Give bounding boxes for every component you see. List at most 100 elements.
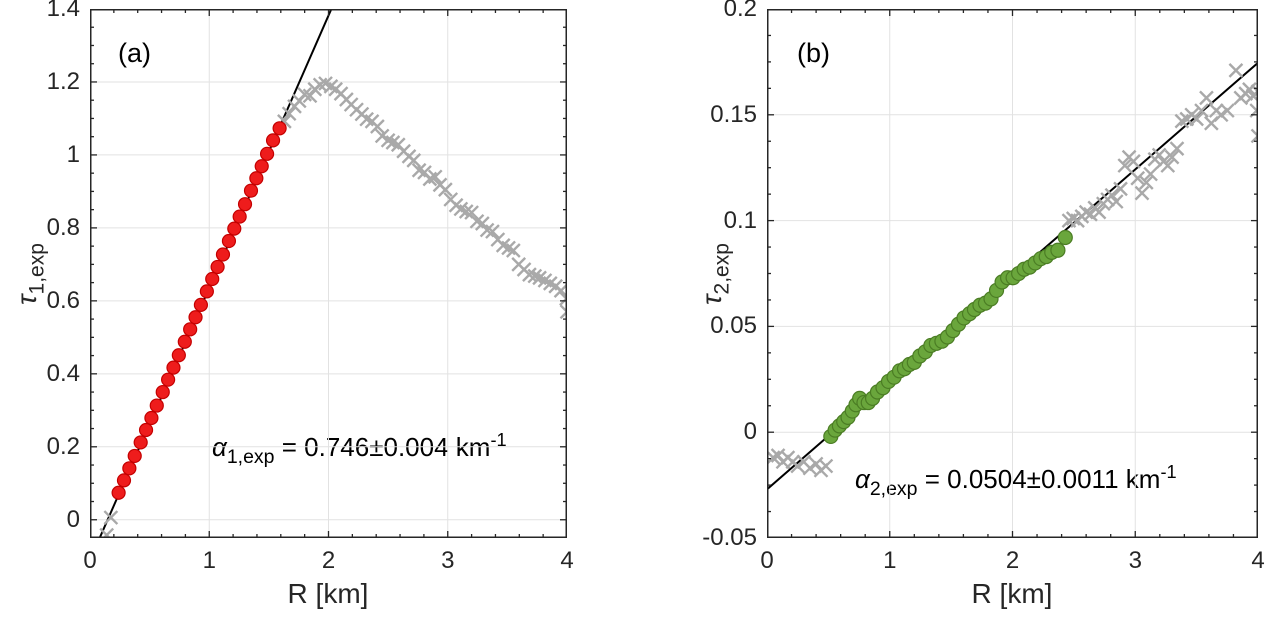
excluded-point-marker bbox=[553, 283, 567, 298]
excluded-point-marker bbox=[474, 216, 490, 231]
excluded-point-marker bbox=[1126, 154, 1141, 169]
excluded-point-marker bbox=[522, 267, 537, 282]
fit-point-marker bbox=[215, 247, 231, 262]
excluded-point-marker bbox=[1160, 158, 1176, 173]
x-tick-label: 4 bbox=[560, 547, 574, 574]
excluded-point-marker bbox=[103, 510, 119, 525]
y-tick-label: 0.2 bbox=[46, 432, 80, 460]
fit-point-marker bbox=[259, 146, 275, 161]
alpha-subscript: 2,exp bbox=[869, 477, 918, 500]
x-tick-label: 3 bbox=[441, 547, 455, 574]
tau-symbol: τ bbox=[696, 294, 727, 305]
excluded-point-marker bbox=[1213, 107, 1229, 123]
excluded-point-marker bbox=[1151, 147, 1167, 163]
panel-a-yaxis-label: τ1,exp bbox=[9, 184, 48, 364]
excluded-point-marker bbox=[1108, 194, 1124, 209]
excluded-point-marker bbox=[370, 119, 385, 134]
fit-point-marker bbox=[210, 259, 225, 275]
excluded-point-marker bbox=[559, 304, 567, 320]
excluded-point-marker bbox=[790, 458, 806, 474]
tau-subscript: 2,exp bbox=[710, 243, 734, 295]
alpha-value: = 0.0504±0.0011 km bbox=[917, 464, 1161, 494]
excluded-point-marker bbox=[1091, 204, 1107, 220]
fit-point-marker bbox=[122, 461, 137, 476]
excluded-point-marker bbox=[406, 153, 422, 168]
panel-b-xaxis-label: R [km] bbox=[971, 578, 1053, 609]
excluded-point-marker bbox=[1228, 63, 1244, 78]
excluded-point-marker bbox=[1117, 158, 1133, 173]
x-tick-label: 1 bbox=[202, 547, 216, 574]
excluded-point-marker bbox=[818, 458, 834, 474]
x-tick-label: 1 bbox=[883, 547, 897, 574]
axes-box bbox=[767, 9, 1258, 538]
excluded-point-marker bbox=[802, 460, 818, 476]
excluded-point-marker bbox=[1189, 111, 1204, 127]
y-tick-label: 1.2 bbox=[46, 67, 80, 95]
y-tick-label: 0.4 bbox=[46, 359, 80, 387]
excluded-point-marker bbox=[1219, 103, 1235, 118]
excluded-point-marker bbox=[1164, 149, 1180, 165]
excluded-point-marker bbox=[485, 224, 500, 239]
fit-point-marker bbox=[272, 121, 287, 136]
excluded-point-marker bbox=[1130, 170, 1146, 186]
fit-point-marker bbox=[127, 448, 142, 464]
fit-range-points-green-circles bbox=[823, 229, 1073, 445]
x-tick-label: 0 bbox=[760, 547, 774, 574]
grid-lines bbox=[90, 9, 567, 538]
panel-a-xaxis-label: R [km] bbox=[287, 578, 369, 609]
excluded-points-gray-x bbox=[767, 63, 1258, 478]
fit-point-marker bbox=[227, 221, 242, 236]
y-tick-label: 0.15 bbox=[710, 100, 757, 128]
fit-point-marker bbox=[155, 384, 170, 400]
fit-point-marker bbox=[111, 485, 126, 500]
excluded-point-marker bbox=[1083, 206, 1098, 222]
fit-point-marker bbox=[138, 422, 154, 438]
alpha-unit-exponent: -1 bbox=[1160, 462, 1177, 482]
fit-point-marker bbox=[116, 473, 132, 488]
fit-point-marker bbox=[193, 297, 209, 312]
y-tick-label: 1.4 bbox=[46, 0, 80, 22]
x-tick-label: 2 bbox=[321, 547, 336, 574]
fit-point-marker bbox=[161, 372, 176, 387]
excluded-point-marker bbox=[501, 240, 516, 256]
x-tick-label: 3 bbox=[1128, 547, 1142, 574]
excluded-point-marker bbox=[1250, 84, 1258, 99]
excluded-point-marker bbox=[297, 87, 312, 102]
fit-point-marker bbox=[166, 360, 181, 375]
panel-b-fit-coefficient-annotation: α2,exp = 0.0504±0.0011 km-1 bbox=[855, 462, 1177, 501]
excluded-point-marker bbox=[1104, 187, 1120, 203]
plot-area-a bbox=[90, 9, 567, 538]
excluded-point-marker bbox=[1143, 166, 1158, 182]
fit-point-marker bbox=[265, 133, 281, 148]
x-tick-label: 0 bbox=[83, 547, 97, 574]
y-tick-label: 1 bbox=[66, 140, 80, 168]
excluded-point-marker bbox=[1113, 181, 1128, 197]
y-tick-label: 0 bbox=[743, 418, 757, 446]
excluded-point-marker bbox=[438, 182, 453, 197]
fit-point-marker bbox=[171, 348, 186, 363]
y-tick-label: 0 bbox=[66, 505, 80, 533]
axis-ticks bbox=[767, 9, 1258, 538]
fit-point-marker bbox=[199, 284, 214, 299]
excluded-point-marker bbox=[380, 132, 396, 148]
y-tick-label: 0.05 bbox=[710, 312, 757, 340]
excluded-point-marker bbox=[464, 205, 479, 220]
fit-point-marker bbox=[1050, 242, 1066, 258]
fit-range-points-red-circles bbox=[111, 121, 287, 500]
fit-point-marker bbox=[133, 435, 148, 450]
alpha-symbol: α bbox=[855, 464, 870, 494]
fit-point-marker bbox=[177, 334, 192, 349]
fit-point-marker bbox=[149, 398, 164, 413]
x-tick-label: 4 bbox=[1251, 547, 1265, 574]
excluded-point-marker bbox=[1250, 128, 1258, 144]
excluded-point-marker bbox=[281, 106, 297, 122]
excluded-points-gray-x bbox=[99, 76, 567, 538]
excluded-point-marker bbox=[1078, 204, 1094, 220]
axes-box bbox=[90, 9, 567, 538]
fit-point-marker bbox=[237, 197, 253, 212]
fit-point-marker bbox=[188, 310, 203, 325]
excluded-point-marker bbox=[1169, 141, 1185, 157]
excluded-point-marker bbox=[505, 243, 521, 258]
excluded-point-marker bbox=[427, 169, 443, 185]
